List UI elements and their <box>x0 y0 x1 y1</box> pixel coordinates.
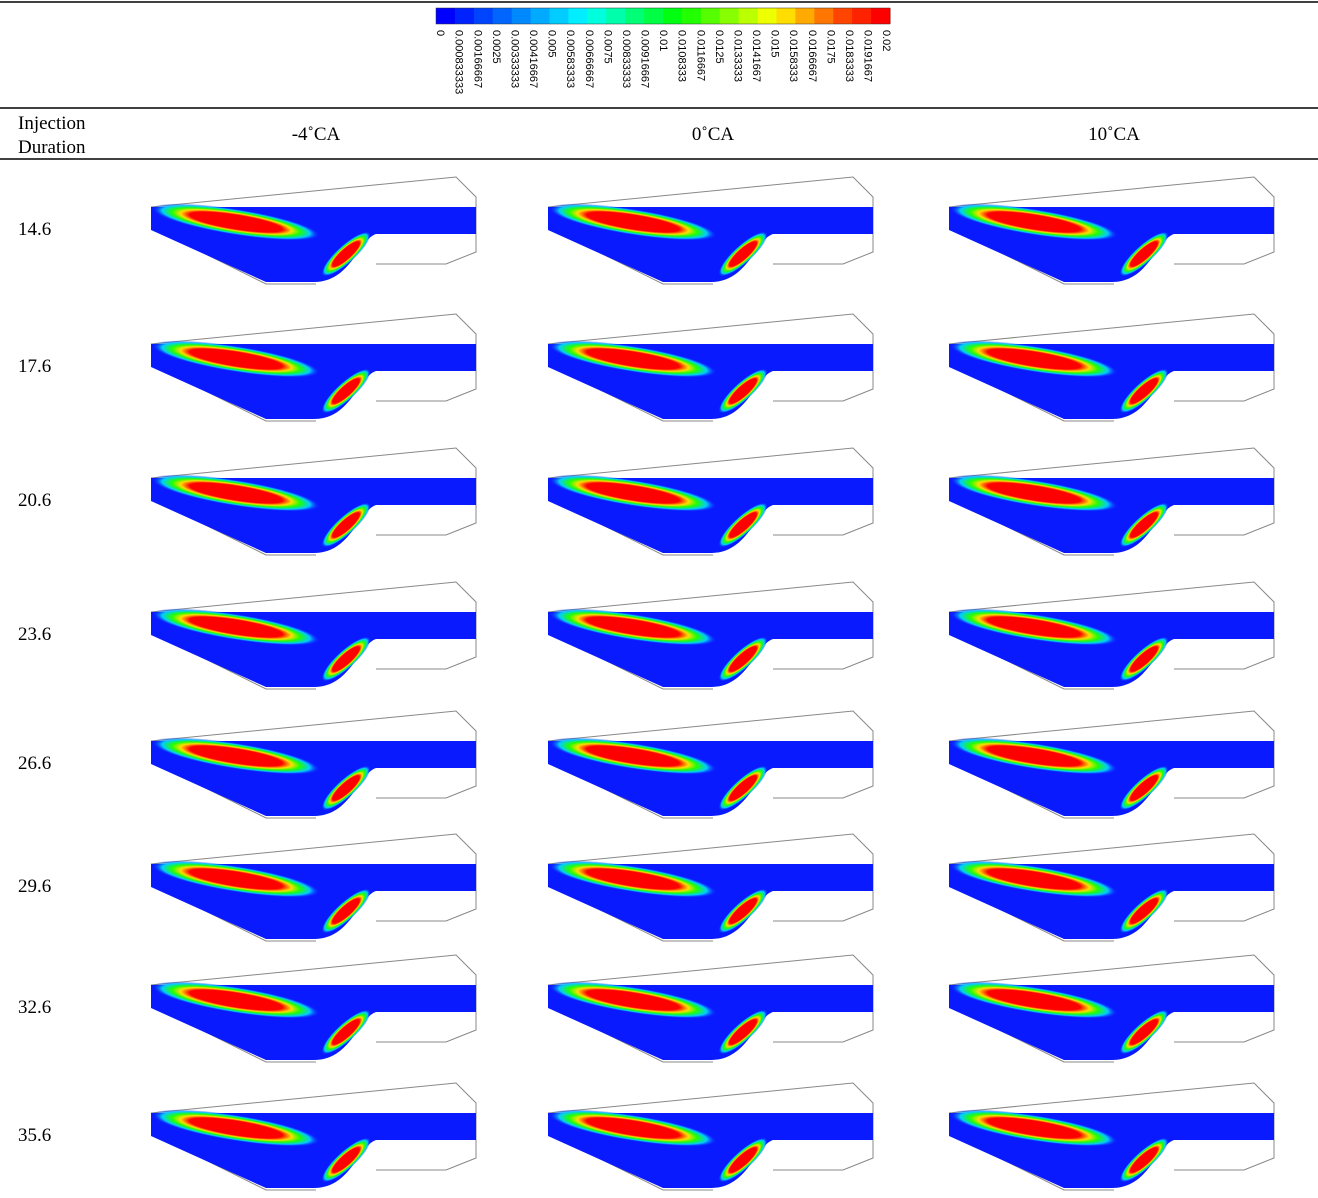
colorbar-label: 0.015 <box>769 30 781 58</box>
row-duration: 26.6 <box>18 753 52 774</box>
colorbar-label: 0.00833333 <box>620 30 632 88</box>
colorbar-label: 0.00416667 <box>527 30 539 88</box>
colorbar-label: 0.00583333 <box>564 30 576 88</box>
colorbar-label: 0.0133333 <box>731 30 743 82</box>
colorbar-label: 0.0191667 <box>862 30 874 82</box>
contour-image <box>947 313 1275 422</box>
contour-image <box>947 954 1275 1063</box>
colorbar-cell <box>681 8 702 24</box>
colorbar-label: 0.0183333 <box>843 30 855 82</box>
contour-image <box>546 581 874 690</box>
contour-image <box>149 313 477 422</box>
colorbar-label: 0.005 <box>546 30 558 58</box>
colorbar-cell <box>549 8 569 24</box>
contour-image <box>947 447 1275 556</box>
colorbar-label: 0.0108333 <box>676 30 688 82</box>
contour-image <box>947 176 1275 285</box>
colorbar-cell <box>644 8 664 24</box>
colorbar-label: 0.0158333 <box>787 30 799 82</box>
contour-image <box>546 833 874 942</box>
colorbar-cell <box>663 8 683 24</box>
contour-image <box>149 447 477 556</box>
contour-image <box>149 954 477 1063</box>
header-duration: Injection Duration <box>18 113 86 158</box>
colorbar-cell <box>606 8 626 24</box>
colorbar-label: 0.0075 <box>601 30 613 64</box>
row-duration: 32.6 <box>18 997 52 1018</box>
contour-image <box>149 581 477 690</box>
contour-image <box>947 1082 1275 1191</box>
colorbar-cell <box>795 8 815 24</box>
colorbar-frame <box>435 7 891 25</box>
row-duration: 35.6 <box>18 1125 52 1146</box>
colorbar-cell <box>833 8 853 24</box>
colorbar-label: 0.00916667 <box>639 30 651 88</box>
contour-image <box>947 581 1275 690</box>
row-duration: 20.6 <box>18 490 52 511</box>
colorbar-cell <box>568 8 588 24</box>
contour-image <box>546 954 874 1063</box>
contour-image <box>149 176 477 285</box>
colorbar-label: 0.00333333 <box>508 30 520 88</box>
colorbar-cell <box>511 8 532 24</box>
colorbar-cell <box>492 8 513 24</box>
colorbar-cell <box>700 8 721 24</box>
colorbar-cell <box>530 8 550 24</box>
contour-image <box>546 447 874 556</box>
colorbar-cell <box>738 8 759 24</box>
contour-image <box>149 833 477 942</box>
colorbar-cell <box>587 8 607 24</box>
colorbar-label: 0.0125 <box>713 30 725 64</box>
colorbar-cell <box>473 8 494 24</box>
colorbar-label: 0.02 <box>880 30 892 51</box>
contour-image <box>947 710 1275 819</box>
colorbar-label: 0.01 <box>657 30 669 51</box>
contour-image <box>546 176 874 285</box>
header-column: 10˚CA <box>1088 124 1140 145</box>
colorbar-cell <box>814 8 834 24</box>
colorbar-cell <box>436 8 456 24</box>
row-duration: 29.6 <box>18 876 52 897</box>
colorbar-cell <box>719 8 740 24</box>
colorbar-cell <box>871 8 891 24</box>
colorbar-label: 0 <box>434 30 446 36</box>
contour-image <box>546 1082 874 1191</box>
colorbar-label: 0.0141667 <box>750 30 762 82</box>
header-column: -4˚CA <box>291 124 341 145</box>
colorbar-label: 0.0025 <box>490 30 502 64</box>
row-duration: 23.6 <box>18 624 52 645</box>
row-duration: 17.6 <box>18 356 52 377</box>
colorbar-label: 0.000833333 <box>453 30 465 94</box>
row-duration: 14.6 <box>18 219 52 240</box>
colorbar-label: 0.00666667 <box>583 30 595 88</box>
contour-image <box>149 710 477 819</box>
contour-image <box>546 313 874 422</box>
colorbar-label: 0.0166667 <box>806 30 818 82</box>
contour-image <box>947 833 1275 942</box>
contour-image <box>149 1082 477 1191</box>
colorbar-label: 0.0116667 <box>694 30 706 81</box>
contour-image <box>546 710 874 819</box>
colorbar-label: 0.00166667 <box>471 30 483 88</box>
colorbar-cell <box>776 8 796 24</box>
colorbar-cell <box>852 8 872 24</box>
colorbar-cell <box>757 8 777 24</box>
colorbar-cell <box>454 8 475 24</box>
colorbar-label: 0.0175 <box>824 30 836 64</box>
colorbar-cell <box>625 8 645 24</box>
header-column: 0˚CA <box>691 124 735 145</box>
